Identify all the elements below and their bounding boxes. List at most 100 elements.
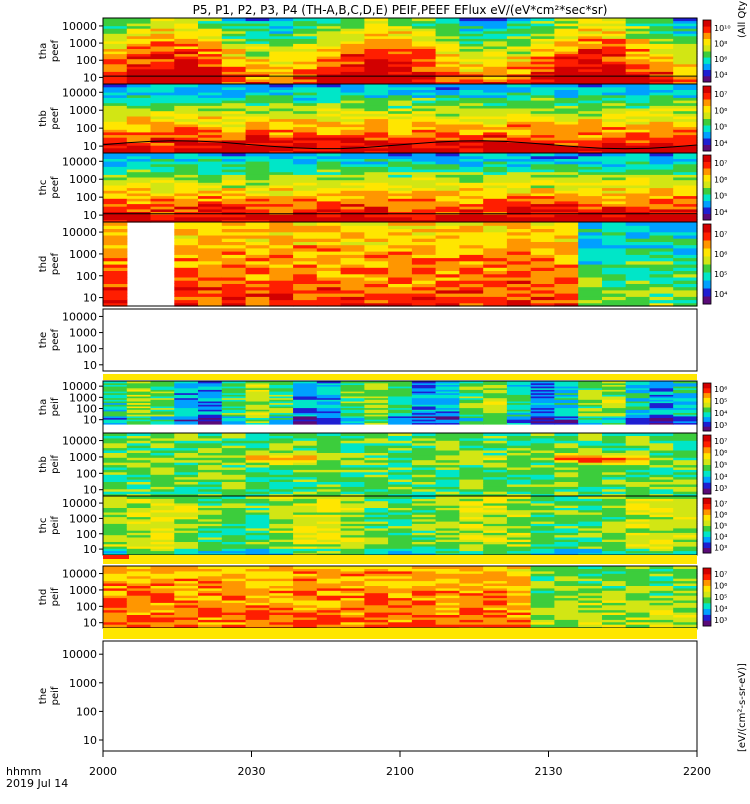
colorbar-tick-label: 10⁶ bbox=[714, 449, 727, 458]
spectrogram-cell bbox=[246, 229, 270, 233]
y-tick-label: 10000 bbox=[62, 435, 97, 448]
y-tick-label: 10000 bbox=[62, 380, 97, 393]
spectrogram-cell bbox=[626, 251, 650, 255]
spectrogram-cell bbox=[198, 280, 222, 284]
spectrogram-cell bbox=[269, 238, 293, 242]
spectrogram-cell bbox=[317, 280, 341, 284]
spectrogram-cell bbox=[602, 271, 626, 275]
spectrogram-cell bbox=[412, 251, 436, 255]
spectrogram-cell bbox=[174, 261, 198, 265]
y-tick-label: 1000 bbox=[69, 451, 97, 464]
spectrogram-cell bbox=[459, 251, 483, 255]
y-tick-label: 10000 bbox=[62, 226, 97, 239]
spectrogram-cell bbox=[531, 238, 555, 242]
spectrogram-cell bbox=[222, 251, 246, 255]
spectrogram-cell bbox=[578, 238, 602, 242]
spectrogram-cell bbox=[436, 280, 460, 284]
panel-probe-label: thc bbox=[38, 180, 49, 196]
spectrogram-cell bbox=[103, 280, 127, 284]
spectrogram-cell bbox=[507, 229, 531, 233]
spectrogram-cell bbox=[483, 251, 507, 255]
spectrogram-cell bbox=[246, 251, 270, 255]
spectrogram-cell bbox=[269, 280, 293, 284]
spectrogram-cell bbox=[531, 222, 555, 226]
spectrogram-cell bbox=[554, 293, 578, 297]
spectrogram-cell bbox=[554, 229, 578, 233]
spectrogram-cell bbox=[650, 251, 674, 255]
y-tick-label: 100 bbox=[76, 528, 97, 541]
colorbar-tick-label: 10⁷ bbox=[714, 90, 727, 99]
spectrogram-cell bbox=[673, 238, 697, 242]
spectrogram-cell bbox=[673, 293, 697, 297]
spectrogram-cell bbox=[269, 222, 293, 226]
spectrogram-cell bbox=[222, 261, 246, 265]
spectrogram-cell bbox=[483, 293, 507, 297]
spectrogram-cell bbox=[483, 222, 507, 226]
colorbar-tick-label: 10⁵ bbox=[714, 123, 727, 132]
spectrogram-cell bbox=[246, 238, 270, 242]
spectrogram-cell bbox=[531, 229, 555, 233]
spectrogram-cell bbox=[222, 222, 246, 226]
spectrogram-cell bbox=[388, 229, 412, 233]
colorbar-tick-label: 10⁶ bbox=[714, 106, 727, 115]
spectrogram-cell bbox=[103, 271, 127, 275]
spectrogram-cell bbox=[436, 293, 460, 297]
spectrogram-cell bbox=[174, 238, 198, 242]
panel-species-label: peif bbox=[50, 397, 61, 416]
spectrogram-cell bbox=[602, 251, 626, 255]
panel-species-label: peef bbox=[50, 39, 61, 62]
spectrogram-cell bbox=[554, 261, 578, 265]
spectrogram-cell bbox=[246, 293, 270, 297]
spectrogram-cell bbox=[602, 280, 626, 284]
colorbar-tick-label: 10³ bbox=[714, 421, 727, 430]
y-tick-label: 100 bbox=[76, 270, 97, 283]
colorbar-tick-label: 10⁵ bbox=[714, 461, 727, 470]
spectrogram-cell bbox=[412, 222, 436, 226]
spectrogram-cell bbox=[554, 280, 578, 284]
spectrogram-cell bbox=[602, 229, 626, 233]
spectrogram-cell bbox=[673, 251, 697, 255]
spectrogram-cell bbox=[388, 293, 412, 297]
spectrogram-cell bbox=[222, 293, 246, 297]
colorbar-tick-label: 10⁴ bbox=[714, 208, 727, 217]
spectrogram-cell bbox=[364, 229, 388, 233]
spectrogram-cell bbox=[673, 261, 697, 265]
y-tick-label: 1000 bbox=[69, 37, 97, 50]
spectrogram-cell bbox=[222, 238, 246, 242]
spectrogram-cell bbox=[626, 261, 650, 265]
colorbar-tick-label: 10³ bbox=[714, 544, 727, 553]
spectrogram-cell bbox=[341, 229, 365, 233]
spectrogram-cell bbox=[388, 238, 412, 242]
spectrogram-cell bbox=[364, 280, 388, 284]
spectrogram-cell bbox=[459, 280, 483, 284]
y-tick-label: 100 bbox=[76, 467, 97, 480]
spectrogram-cell bbox=[341, 261, 365, 265]
spectrogram-cell bbox=[317, 293, 341, 297]
colorbar-tick-label: 10⁴ bbox=[714, 533, 727, 542]
panel-probe-label: thc bbox=[38, 518, 49, 534]
spectrogram-cell bbox=[341, 293, 365, 297]
spectrogram-cell bbox=[293, 271, 317, 275]
colorbar-tick-label: 10⁷ bbox=[714, 500, 727, 509]
panel-probe-label: thb bbox=[38, 110, 49, 127]
spectrogram-cell bbox=[103, 238, 127, 242]
colorbar-tick-label: 10⁸ bbox=[714, 39, 727, 48]
spectrogram-cell bbox=[459, 229, 483, 233]
spectrogram-cell bbox=[103, 222, 127, 226]
spectrogram-cell bbox=[602, 293, 626, 297]
spectrogram-cell bbox=[459, 271, 483, 275]
y-tick-label: 100 bbox=[76, 54, 97, 67]
y-tick-label: 100 bbox=[76, 122, 97, 135]
colorbar-tick-label: 10⁵ bbox=[714, 192, 727, 201]
colorbar-tick-label: 10³ bbox=[714, 484, 727, 493]
colorbar-tick-label: 10⁶ bbox=[714, 385, 727, 394]
spectrogram-cell bbox=[388, 280, 412, 284]
spectrogram-cell bbox=[174, 271, 198, 275]
y-tick-label: 100 bbox=[76, 343, 97, 356]
colorbar-tick-label: 10⁷ bbox=[714, 159, 727, 168]
y-tick-label: 10 bbox=[83, 209, 97, 222]
